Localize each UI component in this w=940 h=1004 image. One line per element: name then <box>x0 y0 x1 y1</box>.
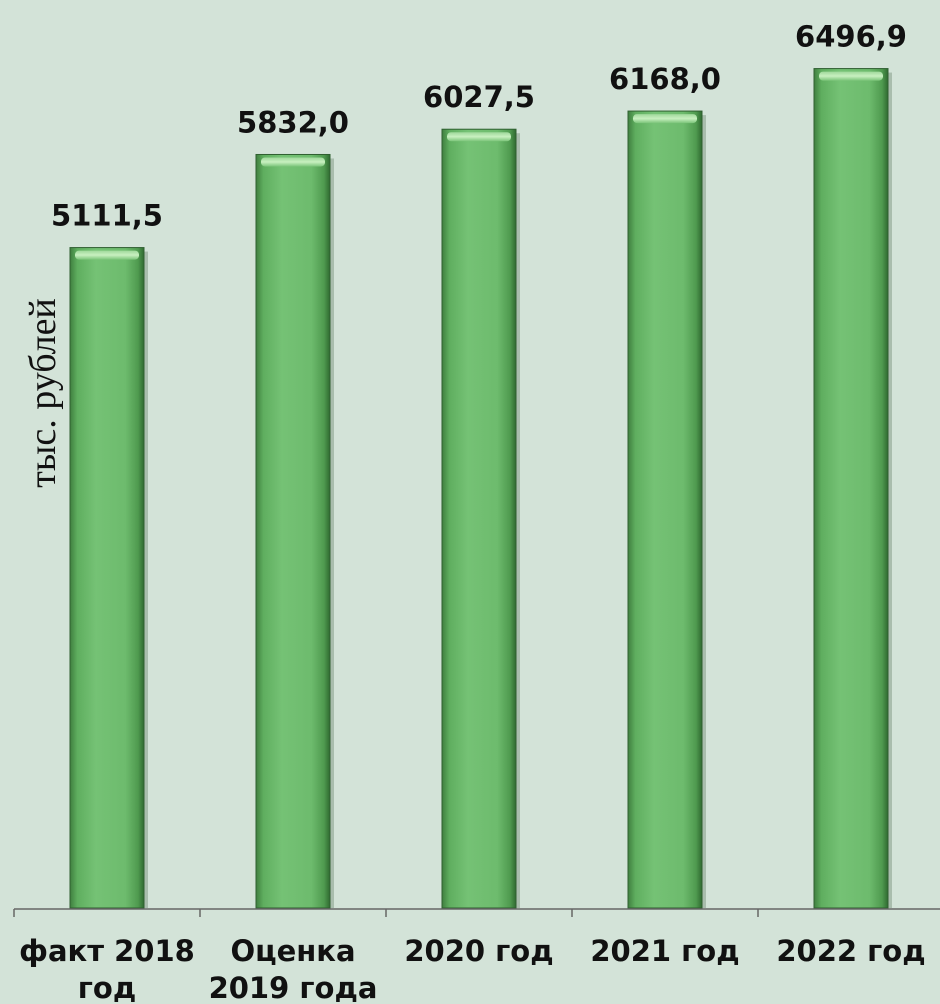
bar-value-label: 5832,0 <box>237 105 349 139</box>
bar-value-label: 6027,5 <box>423 80 535 114</box>
x-tick-label: 2022 год <box>776 934 925 968</box>
x-tick-label: 2021 год <box>590 934 739 968</box>
bars-layer <box>69 68 892 909</box>
bar-value-label: 6496,9 <box>795 20 907 54</box>
x-tick-label: факт 2018 <box>19 934 195 968</box>
bar <box>441 128 520 909</box>
y-axis-label: тыс. рублей <box>22 298 64 488</box>
x-tick-label: 2020 год <box>404 934 553 968</box>
x-tick-label: Оценка <box>230 934 355 968</box>
bar <box>813 68 892 909</box>
bar <box>255 153 334 909</box>
x-axis <box>13 908 940 917</box>
bar <box>69 247 148 909</box>
x-tick-label: год <box>78 971 137 1004</box>
x-tick-label: 2019 года <box>209 971 378 1004</box>
bar-value-label: 5111,5 <box>51 199 163 233</box>
bar-value-label: 6168,0 <box>609 62 721 96</box>
bar <box>627 110 706 909</box>
